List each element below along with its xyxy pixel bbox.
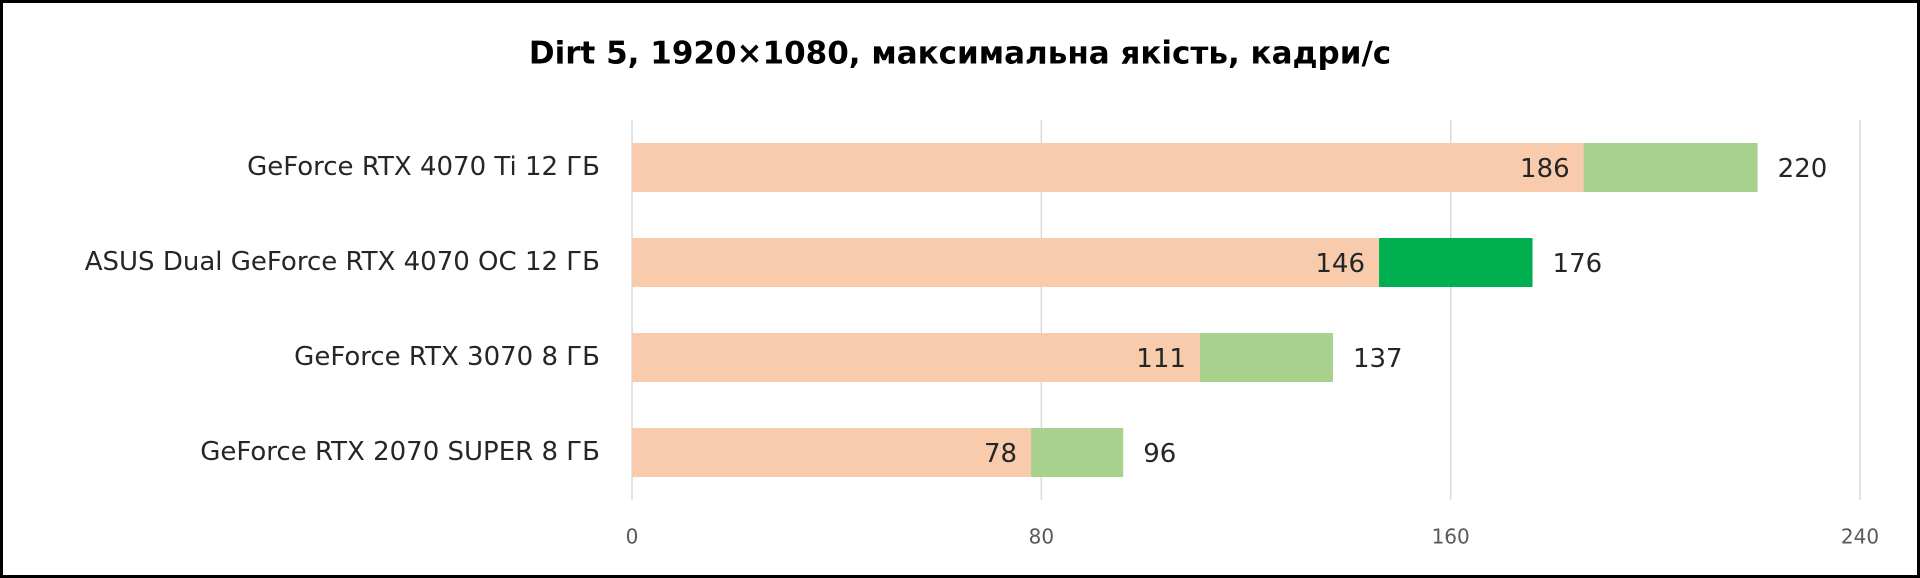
x-tick-label: 240: [1841, 525, 1879, 549]
data-label: 220: [1778, 154, 1828, 184]
bar: [632, 238, 1380, 287]
y-tick-label: ASUS Dual GeForce RTX 4070 OC 12 ГБ: [85, 247, 600, 277]
y-tick-label: GeForce RTX 4070 Ti 12 ГБ: [247, 152, 600, 182]
data-label: 78: [984, 439, 1017, 469]
x-tick-label: 0: [626, 525, 639, 549]
data-label: 96: [1143, 439, 1176, 469]
chart-title: Dirt 5, 1920×1080, максимальна якість, к…: [529, 36, 1391, 72]
bar: [632, 143, 1584, 192]
data-label: 137: [1353, 344, 1403, 374]
data-label: 111: [1136, 344, 1186, 374]
bar: [632, 333, 1200, 382]
y-tick-label: GeForce RTX 2070 SUPER 8 ГБ: [200, 437, 600, 467]
data-label: 186: [1520, 154, 1570, 184]
x-tick-label: 80: [1029, 525, 1054, 549]
bar: [632, 428, 1032, 477]
data-label: 146: [1315, 249, 1365, 279]
x-tick-label: 160: [1432, 525, 1470, 549]
y-tick-label: GeForce RTX 3070 8 ГБ: [294, 342, 600, 372]
data-label: 176: [1553, 249, 1603, 279]
